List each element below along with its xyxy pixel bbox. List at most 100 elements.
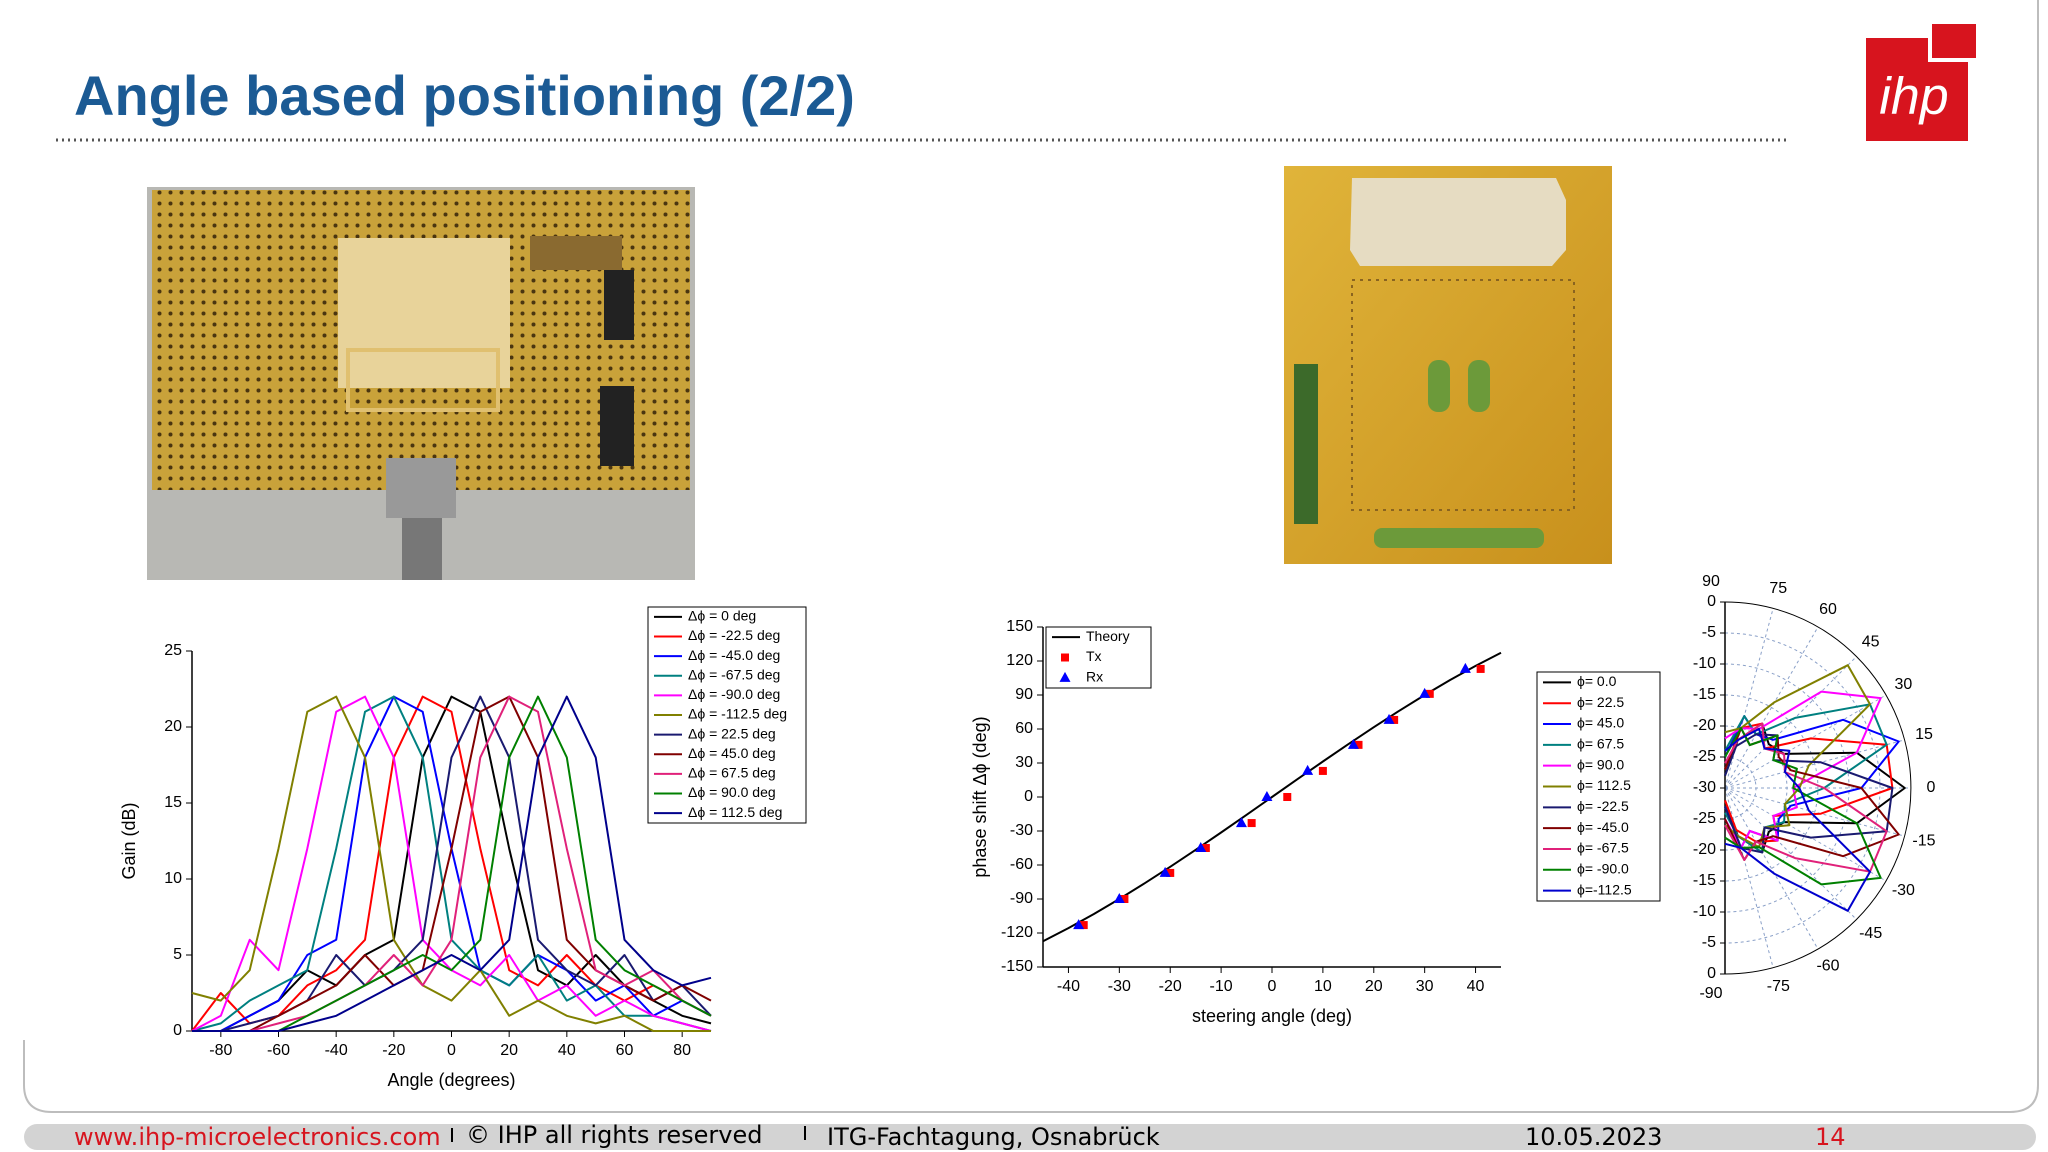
logo: ihp xyxy=(1866,20,1980,141)
point xyxy=(1283,793,1292,801)
antenna-area xyxy=(1350,178,1566,266)
y-tick-label: -120 xyxy=(1001,924,1033,941)
legend-label: ϕ= -22.5 xyxy=(1577,798,1629,814)
series-line xyxy=(1724,664,1871,849)
grid-spoke xyxy=(1724,787,1819,950)
r-tick-label: -15 xyxy=(1693,686,1716,703)
y-tick-label: 10 xyxy=(164,870,182,887)
legend-marker xyxy=(1059,671,1071,682)
y-tick-label: -150 xyxy=(1001,958,1033,975)
point xyxy=(1383,713,1395,724)
footer-bar xyxy=(24,1124,2036,1150)
x-tick-label: 40 xyxy=(558,1042,576,1059)
legend-label: ϕ=-112.5 xyxy=(1577,881,1632,897)
legend-label: Δϕ = 45.0 deg xyxy=(688,745,776,761)
logo-text: ihp xyxy=(1879,68,1948,126)
y-tick-label: 5 xyxy=(173,946,182,963)
x-tick-label: -60 xyxy=(267,1042,290,1059)
point xyxy=(1347,738,1359,749)
x-tick-label: -30 xyxy=(1108,978,1131,995)
x-tick-label: 40 xyxy=(1467,978,1485,995)
grid-spoke xyxy=(1724,694,1887,789)
theta-tick-label: 30 xyxy=(1895,676,1913,693)
series-line xyxy=(1724,727,1871,912)
legend-label: Theory xyxy=(1086,628,1130,644)
legend-label: Δϕ = 112.5 deg xyxy=(688,804,782,820)
pad xyxy=(1468,360,1490,412)
y-tick-label: 60 xyxy=(1015,720,1033,737)
photo-antenna-board-2 xyxy=(1284,166,1612,564)
legend-label: Δϕ = 22.5 deg xyxy=(688,725,776,741)
r-tick-label: -25 xyxy=(1693,748,1716,765)
x-tick-label: -10 xyxy=(1210,978,1233,995)
footer-page: 14 xyxy=(1815,1123,1846,1151)
point xyxy=(1166,868,1175,877)
r-tick-label: -20 xyxy=(1693,841,1716,858)
series-line xyxy=(192,695,712,1032)
pad xyxy=(1428,360,1450,412)
point xyxy=(1235,817,1247,828)
y-tick-label: 0 xyxy=(1024,788,1033,805)
legend-label: ϕ= 112.5 xyxy=(1577,777,1631,793)
r-tick-label: -25 xyxy=(1693,810,1716,827)
theta-tick-label: -90 xyxy=(1699,985,1722,1002)
legend-label: Tx xyxy=(1086,648,1102,664)
grid-spoke xyxy=(1724,626,1819,789)
header-pins xyxy=(1294,364,1318,524)
point xyxy=(1261,791,1273,801)
grid-spoke xyxy=(1724,787,1905,837)
point xyxy=(1459,662,1471,673)
grid-arc xyxy=(1724,632,1881,944)
point xyxy=(1113,893,1125,903)
pcb-outline xyxy=(1351,279,1575,511)
x-tick-label: 0 xyxy=(447,1042,456,1059)
sma-connector xyxy=(386,458,456,518)
footer-date: 10.05.2023 xyxy=(1525,1123,1662,1151)
series-line xyxy=(1724,722,1888,873)
theta-tick-label: 0 xyxy=(1927,779,1936,796)
grid-spoke xyxy=(1724,739,1905,789)
legend-label: Δϕ = -90.0 deg xyxy=(688,686,780,702)
y-tick-label: 25 xyxy=(164,642,182,659)
theta-tick-label: 60 xyxy=(1819,601,1837,618)
grid-spoke xyxy=(1724,656,1857,789)
legend-label: ϕ= 22.5 xyxy=(1577,694,1624,710)
grid-arc xyxy=(1724,601,1912,975)
y-tick-label: 0 xyxy=(173,1022,182,1039)
point xyxy=(1159,866,1171,877)
point xyxy=(1302,764,1314,775)
theta-tick-label: 90 xyxy=(1702,573,1720,590)
footer-event: ITG-Fachtagung, Osnabrück xyxy=(827,1123,1160,1151)
point xyxy=(1073,919,1085,930)
slide-title: Angle based positioning (2/2) xyxy=(74,64,855,127)
point xyxy=(1079,921,1088,930)
r-tick-label: 0 xyxy=(1707,965,1716,982)
legend-label: Δϕ = -112.5 deg xyxy=(688,706,787,722)
y-tick-label: 15 xyxy=(164,794,182,811)
point xyxy=(1476,664,1485,673)
legend-label: Δϕ = -22.5 deg xyxy=(688,627,780,643)
y-tick-label: 150 xyxy=(1006,618,1033,635)
grid-spoke xyxy=(1724,787,1887,882)
slide-frame xyxy=(23,0,2039,1113)
x-tick-label: 0 xyxy=(1268,978,1277,995)
legend-label: Δϕ = 0 deg xyxy=(688,608,756,624)
legend-marker xyxy=(1061,653,1069,662)
point xyxy=(1419,687,1431,698)
x-tick-label: 30 xyxy=(1416,978,1434,995)
x-tick-label: -80 xyxy=(209,1042,232,1059)
point xyxy=(1120,895,1129,903)
feed-lines xyxy=(346,348,500,412)
point xyxy=(1247,819,1256,828)
grid-spoke xyxy=(1724,608,1774,789)
r-tick-label: -10 xyxy=(1693,903,1716,920)
legend-label: ϕ= 0.0 xyxy=(1577,673,1617,689)
x-tick-label: -40 xyxy=(1057,978,1080,995)
point xyxy=(1195,842,1207,852)
legend-label: Δϕ = -45.0 deg xyxy=(688,647,780,663)
grid-arc xyxy=(1724,663,1850,913)
pcb-label xyxy=(530,236,622,270)
x-tick-label: 20 xyxy=(1365,978,1383,995)
grid-spoke xyxy=(1724,787,1857,920)
point xyxy=(1201,844,1210,852)
